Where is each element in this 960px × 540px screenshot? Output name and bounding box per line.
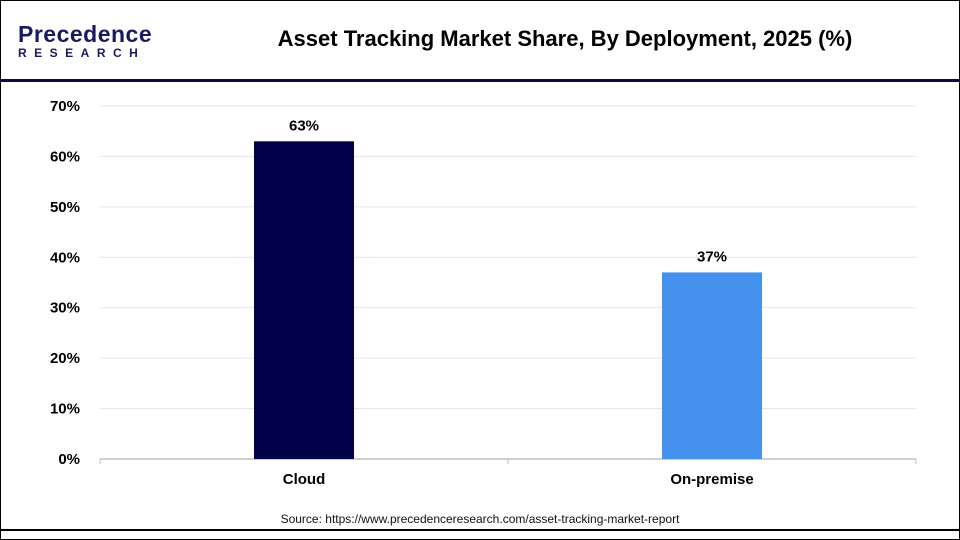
logo: Precedence RESEARCH bbox=[18, 22, 158, 62]
chart-title: Asset Tracking Market Share, By Deployme… bbox=[277, 26, 853, 51]
bar-on-premise bbox=[662, 272, 762, 459]
y-tick-label: 10% bbox=[50, 401, 80, 418]
bar-cloud bbox=[254, 141, 354, 460]
y-tick-label: 40% bbox=[50, 249, 80, 266]
source-note: Source: https://www.precedenceresearch.c… bbox=[280, 512, 680, 526]
data-label: 63% bbox=[289, 117, 319, 134]
y-tick-label: 30% bbox=[50, 300, 80, 317]
y-tick-label: 70% bbox=[50, 98, 80, 115]
footer-divider bbox=[0, 529, 960, 531]
x-tick-label: Cloud bbox=[283, 471, 326, 488]
y-tick-label: 0% bbox=[58, 451, 80, 468]
logo-line2: RESEARCH bbox=[18, 46, 146, 60]
y-tick-label: 60% bbox=[50, 148, 80, 165]
y-tick-label: 20% bbox=[50, 350, 80, 367]
data-label: 37% bbox=[697, 248, 727, 265]
y-tick-label: 50% bbox=[50, 199, 80, 216]
logo-line1: Precedence bbox=[18, 21, 153, 47]
header-divider bbox=[0, 79, 960, 82]
x-tick-label: On-premise bbox=[670, 471, 753, 488]
